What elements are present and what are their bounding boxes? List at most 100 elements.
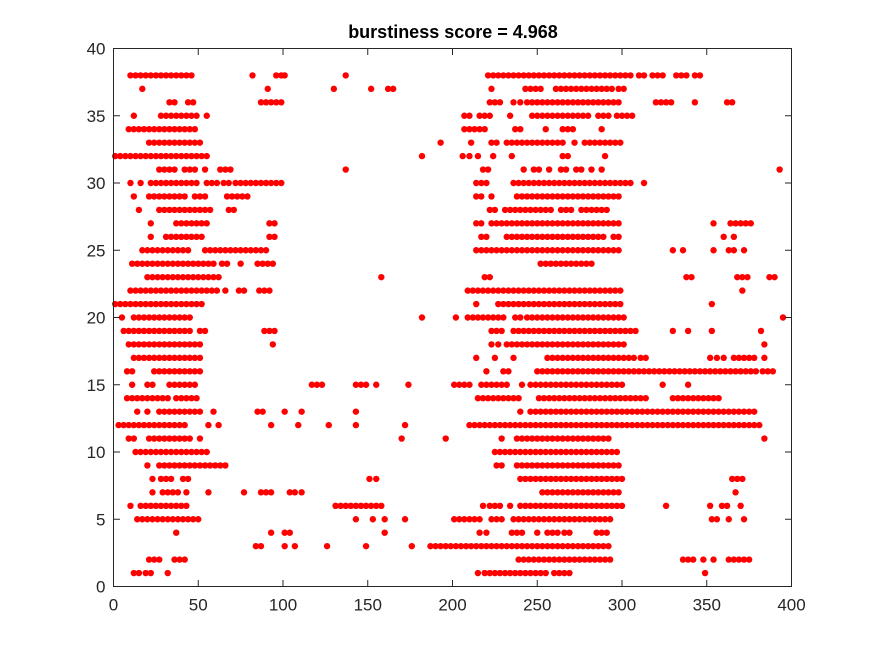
data-point bbox=[144, 516, 151, 523]
data-point bbox=[512, 448, 519, 456]
data-point bbox=[554, 220, 561, 227]
data-point bbox=[584, 193, 592, 200]
data-point bbox=[152, 448, 160, 456]
data-point bbox=[551, 287, 558, 294]
data-point bbox=[173, 395, 180, 402]
data-point bbox=[467, 542, 475, 550]
data-point bbox=[171, 193, 178, 200]
data-point bbox=[483, 529, 490, 536]
data-point bbox=[266, 287, 273, 294]
data-point bbox=[727, 368, 734, 375]
data-point bbox=[605, 542, 612, 550]
data-point bbox=[540, 287, 548, 294]
data-point bbox=[539, 341, 546, 348]
data-point bbox=[147, 233, 154, 240]
data-point bbox=[622, 395, 629, 402]
data-point bbox=[603, 448, 610, 456]
data-point bbox=[181, 381, 188, 388]
data-point bbox=[639, 408, 646, 415]
data-point bbox=[323, 542, 331, 550]
data-point bbox=[173, 529, 180, 536]
data-point bbox=[659, 421, 666, 429]
data-point bbox=[498, 381, 505, 388]
data-point bbox=[562, 166, 570, 173]
data-point bbox=[206, 247, 214, 254]
data-point bbox=[176, 462, 183, 469]
data-point bbox=[140, 354, 148, 362]
data-point bbox=[512, 126, 519, 133]
data-point bbox=[120, 327, 127, 335]
data-point bbox=[500, 395, 507, 402]
data-point bbox=[557, 502, 565, 509]
data-point bbox=[522, 569, 529, 577]
data-point bbox=[620, 368, 627, 375]
data-point bbox=[593, 502, 600, 509]
data-point bbox=[150, 354, 158, 362]
data-point bbox=[291, 489, 299, 496]
data-point bbox=[559, 314, 566, 321]
data-point bbox=[600, 314, 607, 321]
data-point bbox=[173, 502, 180, 509]
data-point bbox=[567, 448, 575, 456]
data-point bbox=[254, 408, 261, 415]
data-point bbox=[591, 395, 599, 402]
data-point bbox=[547, 260, 555, 267]
data-point bbox=[596, 556, 604, 563]
data-point bbox=[564, 220, 571, 227]
data-point bbox=[779, 314, 787, 321]
data-point bbox=[554, 529, 561, 536]
data-point bbox=[135, 569, 143, 577]
data-point bbox=[544, 489, 551, 496]
data-point bbox=[508, 542, 516, 550]
data-point bbox=[257, 489, 265, 496]
data-point bbox=[517, 314, 524, 321]
data-point bbox=[574, 99, 582, 106]
data-point bbox=[147, 72, 154, 79]
data-point bbox=[225, 179, 232, 187]
data-point bbox=[267, 421, 275, 429]
data-point bbox=[586, 300, 593, 308]
data-point bbox=[161, 408, 168, 415]
data-point bbox=[262, 179, 270, 187]
data-point bbox=[183, 152, 190, 160]
data-point bbox=[159, 260, 166, 267]
data-point bbox=[617, 327, 624, 335]
data-point bbox=[561, 72, 568, 79]
data-point bbox=[581, 72, 588, 79]
data-point bbox=[456, 381, 463, 388]
data-point bbox=[600, 220, 607, 227]
data-point bbox=[179, 516, 187, 523]
data-point bbox=[527, 381, 534, 388]
data-point bbox=[564, 314, 571, 321]
data-point bbox=[683, 273, 690, 281]
data-point bbox=[257, 179, 265, 187]
data-point bbox=[593, 475, 600, 483]
data-point bbox=[281, 72, 288, 79]
data-point bbox=[610, 314, 617, 321]
data-point bbox=[734, 475, 741, 483]
data-point bbox=[535, 287, 543, 294]
data-point bbox=[342, 502, 349, 509]
data-point bbox=[549, 354, 556, 362]
data-point bbox=[734, 273, 741, 281]
data-point bbox=[601, 516, 609, 523]
data-point bbox=[157, 152, 165, 160]
data-point bbox=[566, 179, 573, 187]
data-point bbox=[178, 448, 185, 456]
data-point bbox=[600, 341, 607, 348]
data-point bbox=[600, 247, 607, 254]
data-point bbox=[600, 542, 607, 550]
data-point bbox=[574, 314, 582, 321]
data-point bbox=[559, 152, 566, 160]
data-point bbox=[515, 395, 522, 402]
data-point bbox=[549, 368, 556, 375]
data-point bbox=[513, 542, 521, 550]
data-point bbox=[510, 516, 517, 523]
data-point bbox=[176, 314, 183, 321]
data-point bbox=[137, 179, 144, 187]
data-point bbox=[469, 314, 477, 321]
data-point bbox=[503, 247, 510, 254]
data-point bbox=[603, 408, 610, 415]
data-point bbox=[657, 99, 665, 106]
data-point bbox=[196, 327, 204, 335]
